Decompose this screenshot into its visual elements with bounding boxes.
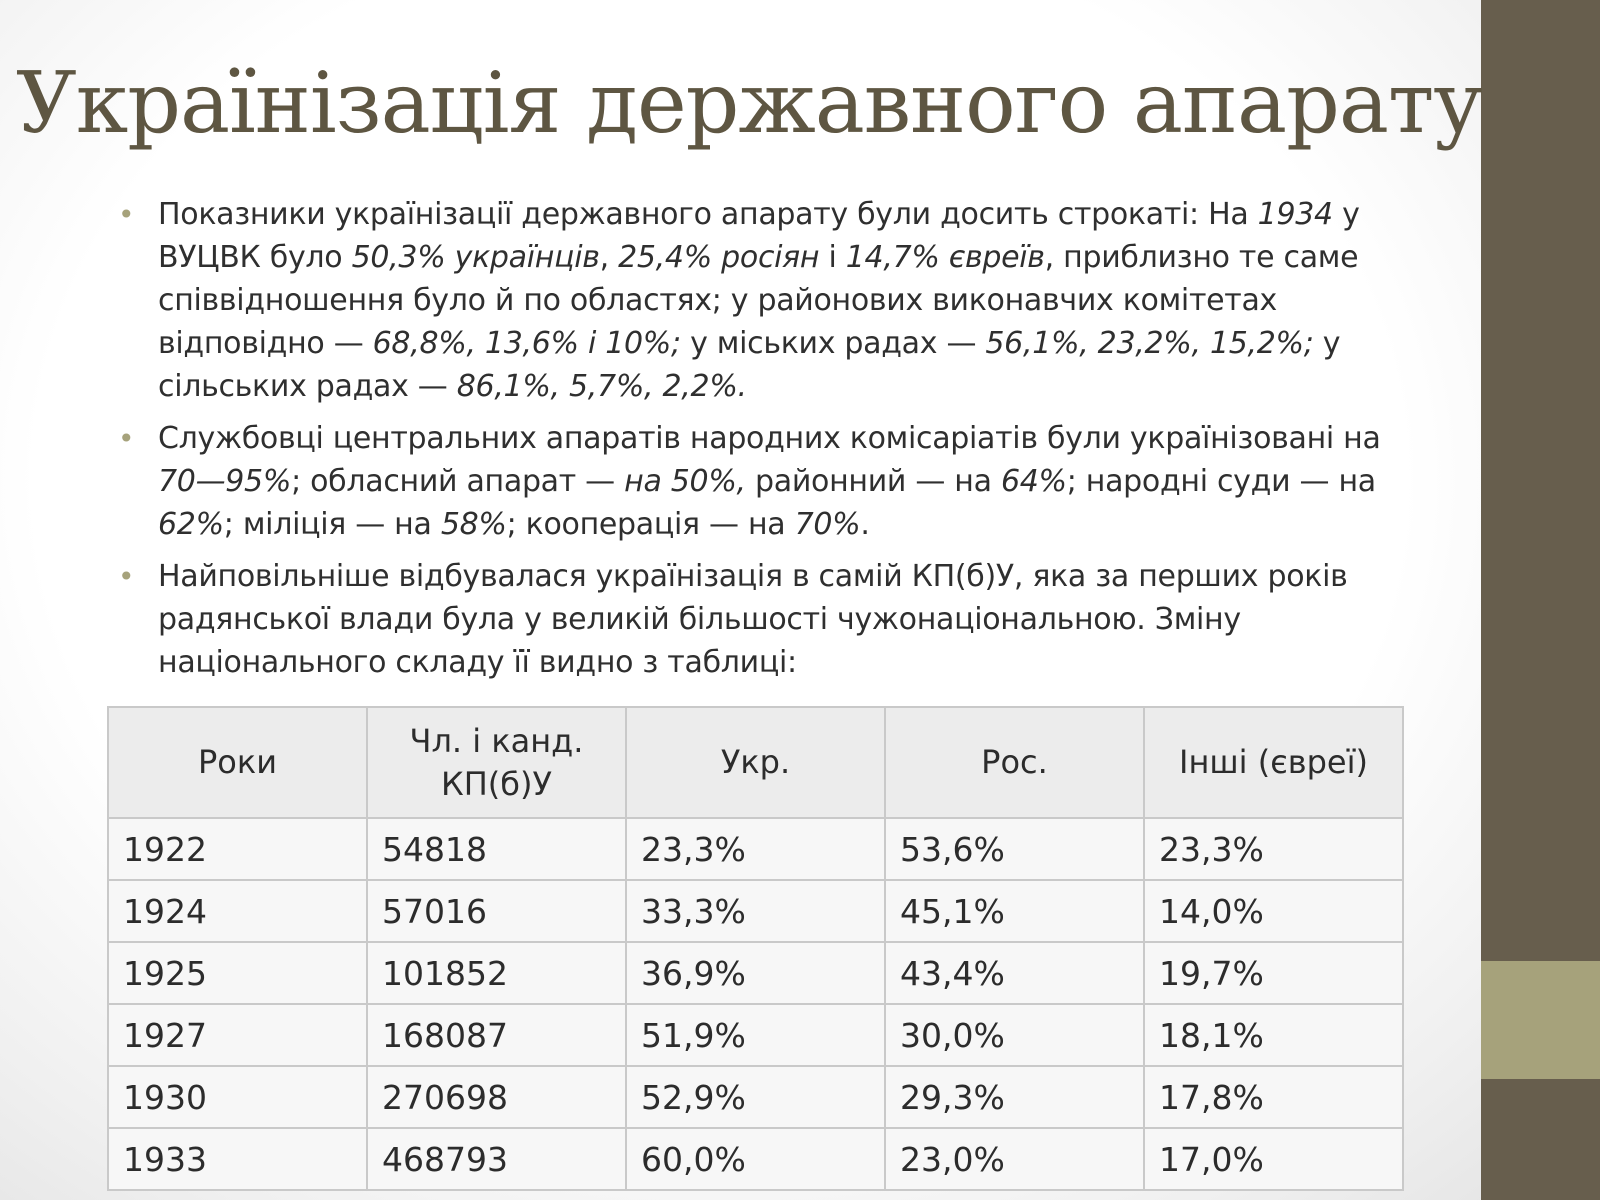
- cell-other: 17,8%: [1143, 1065, 1404, 1129]
- cell-year: 1924: [107, 879, 368, 943]
- bullet-item: • Найповільніше відбувалася українізація…: [118, 555, 1418, 684]
- bullet-segment: ; народні суди — на: [1066, 464, 1376, 499]
- cell-ukrainian: 23,3%: [625, 817, 886, 881]
- bullet-segment: у міських радах —: [680, 326, 986, 361]
- cell-other: 19,7%: [1143, 941, 1404, 1005]
- bullet-emphasis: 64%: [1000, 464, 1067, 499]
- cell-members: 57016: [366, 879, 627, 943]
- cell-members: 54818: [366, 817, 627, 881]
- table-row: 1927 168087 51,9% 30,0% 18,1%: [107, 1003, 1404, 1067]
- cell-russian: 43,4%: [884, 941, 1145, 1005]
- bullet-emphasis: 56,1%, 23,2%, 15,2%;: [985, 326, 1314, 361]
- header-other: Інші (євреї): [1143, 706, 1404, 819]
- header-ukrainian: Укр.: [625, 706, 886, 819]
- table-header-row: Роки Чл. і канд. КП(б)У Укр. Рос. Інші (…: [107, 706, 1404, 819]
- cell-russian: 30,0%: [884, 1003, 1145, 1067]
- cell-russian: 23,0%: [884, 1127, 1145, 1191]
- header-years: Роки: [107, 706, 368, 819]
- table-row: 1924 57016 33,3% 45,1% 14,0%: [107, 879, 1404, 943]
- cell-russian: 53,6%: [884, 817, 1145, 881]
- table-row: 1922 54818 23,3% 53,6% 23,3%: [107, 817, 1404, 881]
- cell-russian: 45,1%: [884, 879, 1145, 943]
- bullet-segment: , приблизно те саме співвідношення було …: [158, 240, 1359, 361]
- cell-year: 1933: [107, 1127, 368, 1191]
- bullet-segment: ; обласний апарат —: [291, 464, 625, 499]
- cell-ukrainian: 33,3%: [625, 879, 886, 943]
- sidebar-accent-band: [1481, 961, 1600, 1079]
- bullet-segment: у ВУЦВК було: [158, 197, 1360, 275]
- cell-members: 101852: [366, 941, 627, 1005]
- party-composition-table: Роки Чл. і канд. КП(б)У Укр. Рос. Інші (…: [107, 706, 1404, 1191]
- bullet-text: Службовці центральних апаратів народних …: [158, 421, 1381, 542]
- bullet-marker: •: [118, 198, 135, 231]
- bullet-emphasis: 62%: [158, 507, 224, 542]
- cell-members: 270698: [366, 1065, 627, 1129]
- cell-other: 17,0%: [1143, 1127, 1404, 1191]
- bullet-segment: ; міліція — на: [223, 507, 441, 542]
- bullet-segment: .: [860, 507, 870, 542]
- table-row: 1925 101852 36,9% 43,4% 19,7%: [107, 941, 1404, 1005]
- bullet-segment: Показники українізації державного апарат…: [158, 197, 1258, 232]
- bullet-item: • Службовці центральних апаратів народни…: [118, 417, 1418, 546]
- bullet-segment: районний — на: [745, 464, 1001, 499]
- bullet-emphasis: 25,4% росіян: [618, 240, 820, 275]
- bullet-emphasis: 70%: [794, 507, 861, 542]
- bullet-emphasis: на 50%,: [624, 464, 746, 499]
- bullet-text: Показники українізації державного апарат…: [158, 197, 1360, 404]
- cell-ukrainian: 52,9%: [625, 1065, 886, 1129]
- header-russian: Рос.: [884, 706, 1145, 819]
- slide-title: Українізація державного апарату: [16, 54, 1483, 152]
- bullet-segment: Службовці центральних апаратів народних …: [158, 421, 1381, 456]
- cell-year: 1925: [107, 941, 368, 1005]
- bullet-emphasis: 14,7% євреїв: [845, 240, 1045, 275]
- table-row: 1930 270698 52,9% 29,3% 17,8%: [107, 1065, 1404, 1129]
- bullet-segment: ,: [599, 240, 619, 275]
- bullet-segment: ; кооперація — на: [506, 507, 795, 542]
- bullet-list: • Показники українізації державного апар…: [118, 193, 1418, 693]
- cell-year: 1922: [107, 817, 368, 881]
- bullet-emphasis: 86,1%, 5,7%, 2,2%.: [456, 369, 747, 404]
- cell-ukrainian: 51,9%: [625, 1003, 886, 1067]
- bullet-emphasis: 58%: [440, 507, 507, 542]
- cell-members: 168087: [366, 1003, 627, 1067]
- cell-other: 23,3%: [1143, 817, 1404, 881]
- cell-other: 18,1%: [1143, 1003, 1404, 1067]
- cell-members: 468793: [366, 1127, 627, 1191]
- bullet-segment: і: [819, 240, 846, 275]
- bullet-marker: •: [118, 422, 135, 455]
- cell-year: 1930: [107, 1065, 368, 1129]
- bullet-text: Найповільніше відбувалася українізація в…: [158, 559, 1348, 680]
- cell-russian: 29,3%: [884, 1065, 1145, 1129]
- cell-ukrainian: 36,9%: [625, 941, 886, 1005]
- bullet-segment: Найповільніше відбувалася українізація в…: [158, 559, 1348, 680]
- bullet-emphasis: 68,8%, 13,6% і 10%;: [372, 326, 681, 361]
- bullet-segment: у сільських радах —: [158, 326, 1341, 404]
- cell-year: 1927: [107, 1003, 368, 1067]
- table-row: 1933 468793 60,0% 23,0% 17,0%: [107, 1127, 1404, 1191]
- bullet-item: • Показники українізації державного апар…: [118, 193, 1418, 408]
- bullet-marker: •: [118, 560, 135, 593]
- bullet-emphasis: 50,3% українців: [351, 240, 600, 275]
- cell-ukrainian: 60,0%: [625, 1127, 886, 1191]
- bullet-emphasis: 70—95%: [158, 464, 292, 499]
- header-members: Чл. і канд. КП(б)У: [366, 706, 627, 819]
- cell-other: 14,0%: [1143, 879, 1404, 943]
- bullet-emphasis: 1934: [1257, 197, 1333, 232]
